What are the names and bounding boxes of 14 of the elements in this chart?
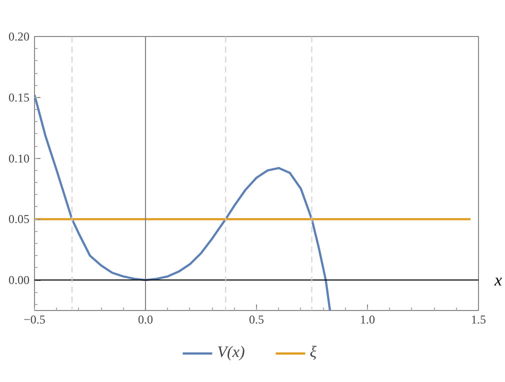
x-tick-label: 0.5 <box>249 312 264 326</box>
y-tick-label: 0.20 <box>8 30 30 44</box>
y-tick-label: 0.00 <box>8 273 30 288</box>
y-tick-label: 0.05 <box>8 212 30 226</box>
x-tick-label: 0.0 <box>138 312 153 326</box>
x-tick-label: 1.0 <box>360 312 375 326</box>
x-axis-title: x <box>494 270 502 290</box>
x-tick-label: 1.5 <box>471 312 486 326</box>
y-tick-label: 0.15 <box>8 90 30 104</box>
x-tick-label: −0.5 <box>24 312 46 326</box>
legend-label: ξ <box>310 344 318 362</box>
y-tick-label: 0.10 <box>8 151 30 166</box>
line-series <box>34 94 332 310</box>
legend-label: V(x) <box>217 344 245 362</box>
